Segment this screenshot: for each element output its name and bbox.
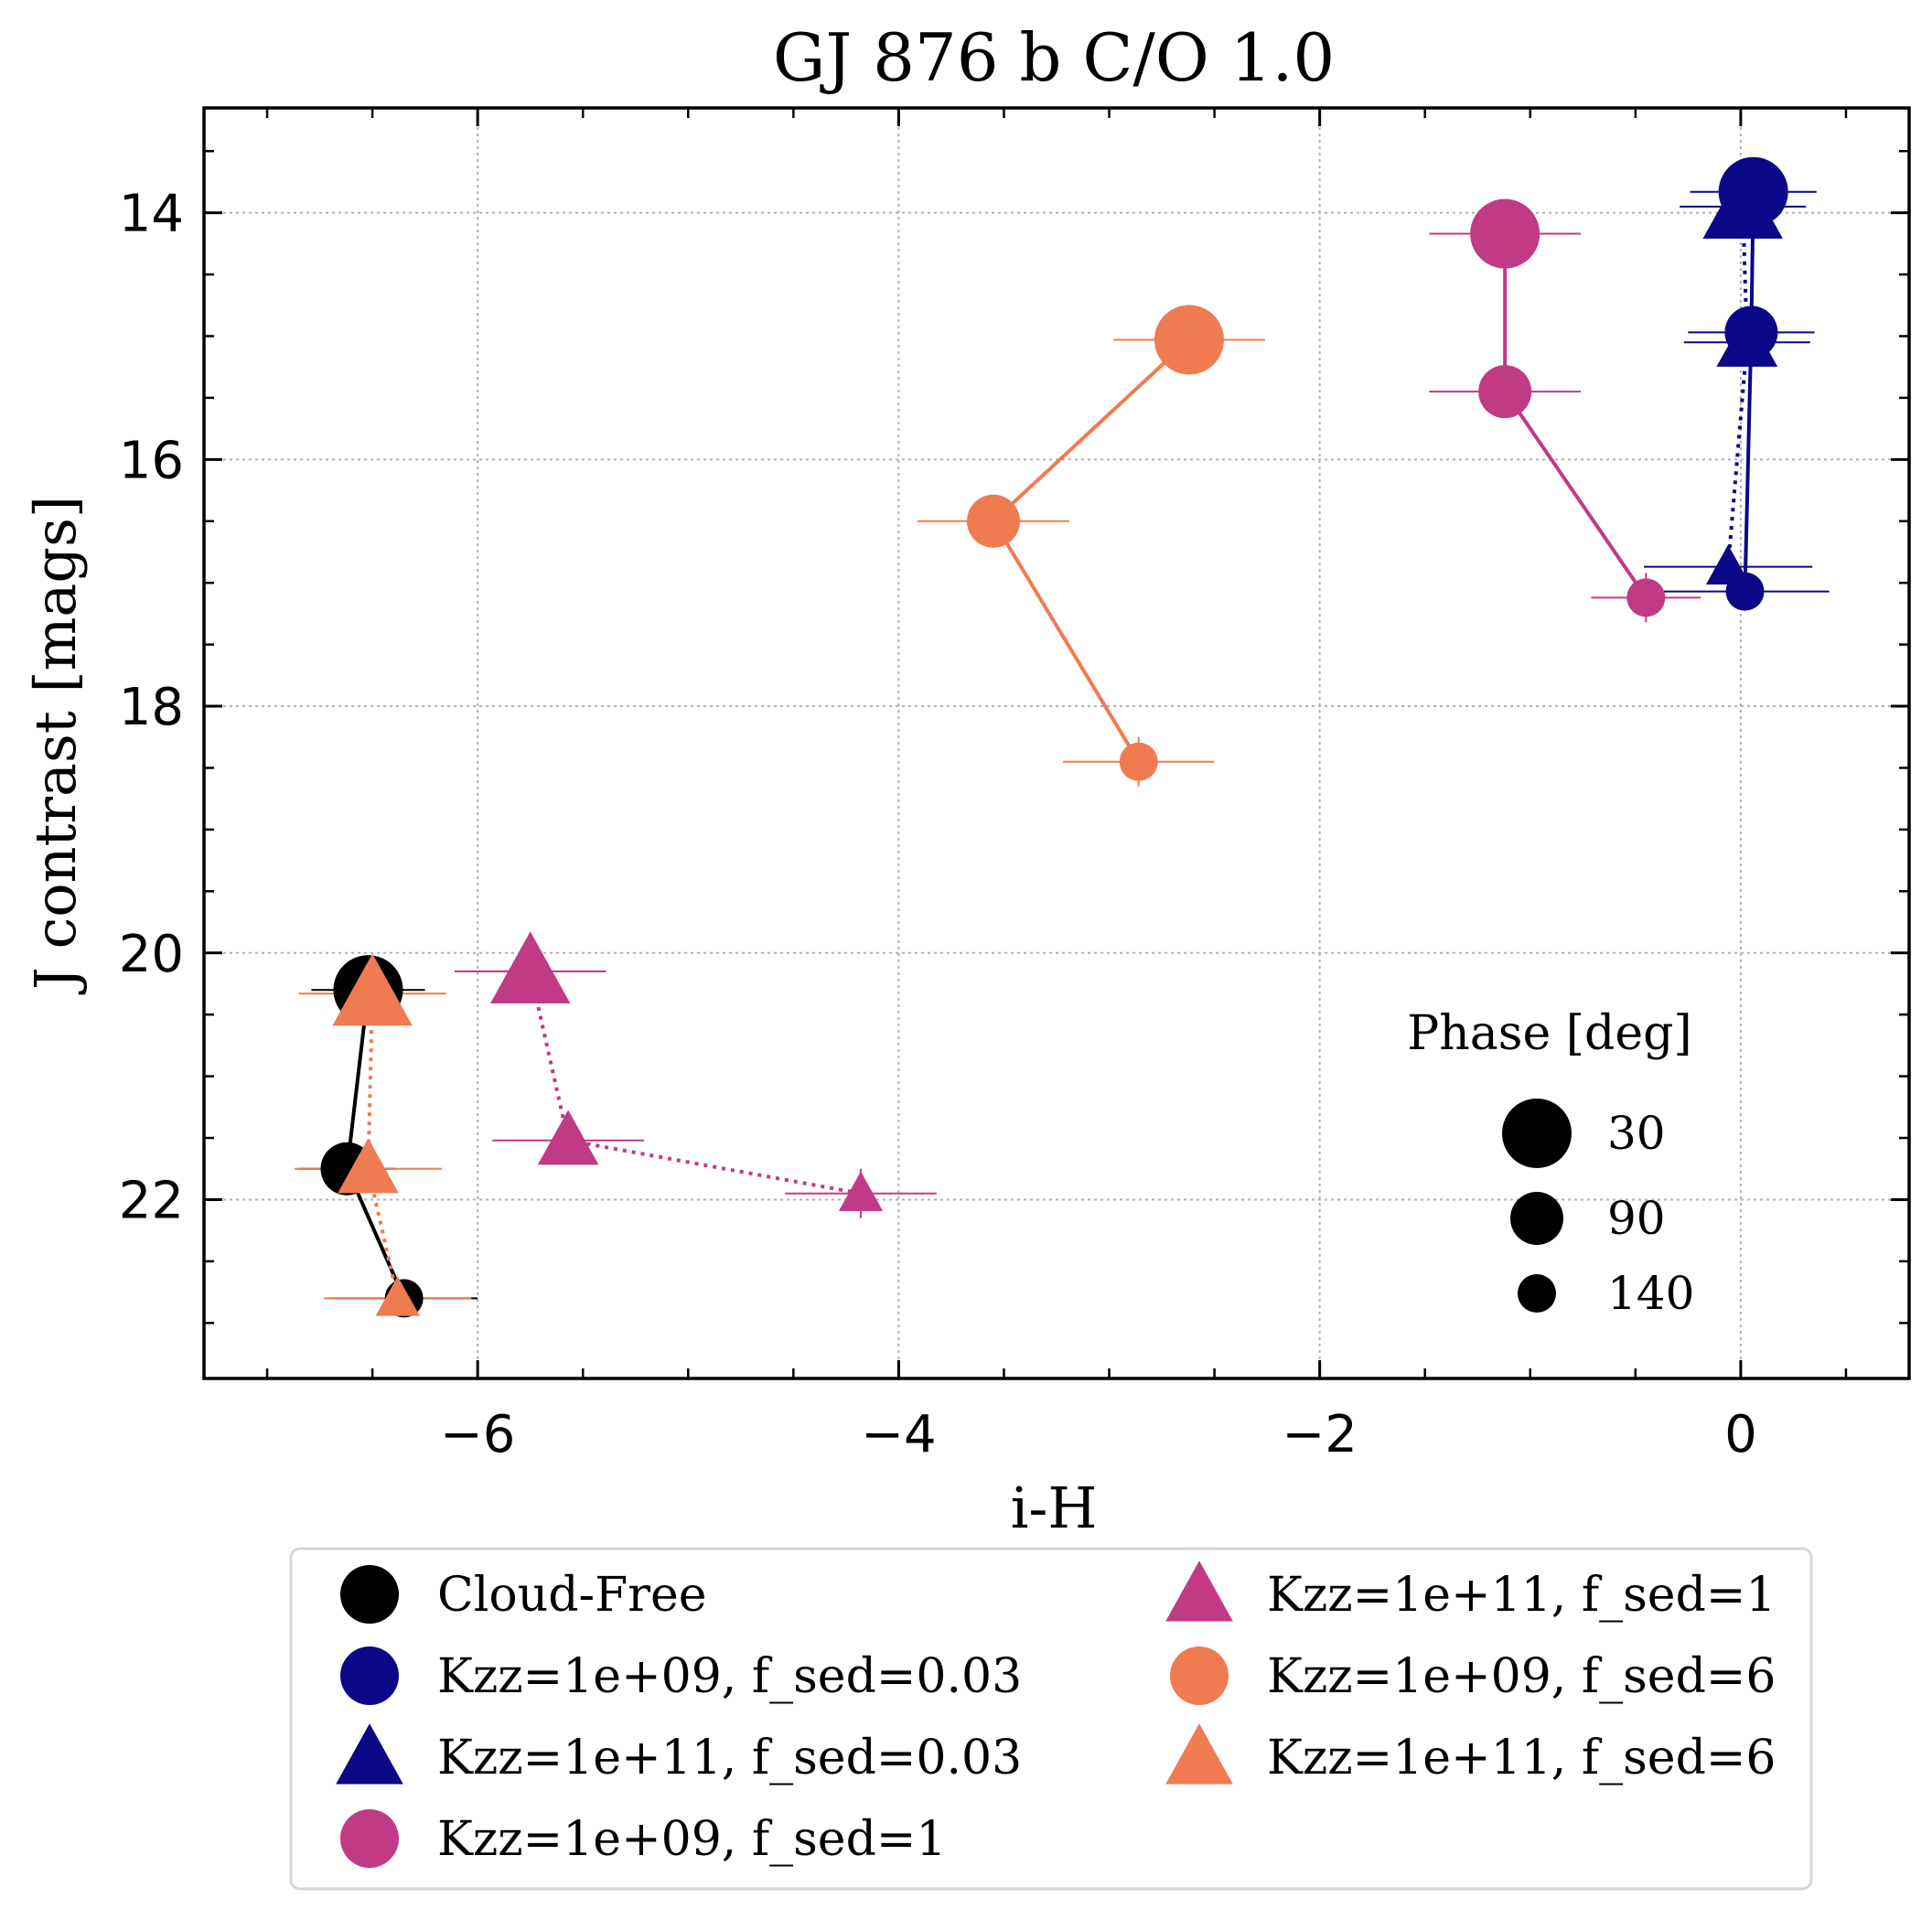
phase-legend-label: 140	[1607, 1267, 1694, 1320]
data-point	[1478, 365, 1531, 418]
legend-label: Kzz=1e+09, f_sed=0.03	[437, 1649, 1022, 1704]
legend-label: Kzz=1e+11, f_sed=0.03	[437, 1731, 1022, 1786]
phase-legend-title: Phase [deg]	[1407, 1006, 1691, 1061]
chart-title: GJ 876 b C/O 1.0	[773, 19, 1335, 96]
data-point	[1120, 743, 1158, 781]
x-axis-label: i-H	[1011, 1475, 1098, 1541]
series-legend: Cloud-Free Kzz=1e+09, f_sed=0.03 Kzz=1e+11…	[291, 1549, 1811, 1889]
legend-marker	[340, 1809, 399, 1868]
y-axis-label: J contrast [mags]	[22, 496, 89, 995]
data-point	[1154, 306, 1224, 375]
data-point	[967, 495, 1020, 548]
phase-legend-marker	[1510, 1192, 1563, 1245]
legend-marker	[340, 1646, 399, 1705]
y-tick-label: 18	[119, 678, 184, 737]
x-tick-label: −2	[1282, 1405, 1358, 1464]
legend-label: Kzz=1e+11, f_sed=1	[1267, 1568, 1776, 1623]
legend-label: Kzz=1e+11, f_sed=6	[1267, 1731, 1776, 1786]
legend-marker	[340, 1565, 399, 1624]
legend-label: Cloud-Free	[437, 1568, 707, 1623]
legend-label: Kzz=1e+09, f_sed=6	[1267, 1649, 1776, 1704]
x-tick-label: 0	[1724, 1405, 1757, 1464]
y-tick-label: 16	[119, 431, 184, 490]
data-point	[1470, 199, 1540, 269]
legend-label: Kzz=1e+09, f_sed=1	[437, 1812, 947, 1867]
phase-legend-label: 30	[1607, 1107, 1666, 1160]
y-tick-label: 22	[119, 1171, 184, 1230]
phase-legend-marker	[1518, 1274, 1556, 1313]
y-tick-label: 20	[119, 925, 184, 984]
phase-legend-marker	[1502, 1099, 1572, 1168]
legend-marker	[1170, 1646, 1229, 1705]
data-point	[1626, 578, 1665, 617]
x-tick-label: −6	[440, 1405, 516, 1464]
y-tick-label: 14	[119, 185, 184, 244]
x-tick-label: −4	[861, 1405, 937, 1464]
phase-legend-label: 90	[1607, 1192, 1666, 1245]
